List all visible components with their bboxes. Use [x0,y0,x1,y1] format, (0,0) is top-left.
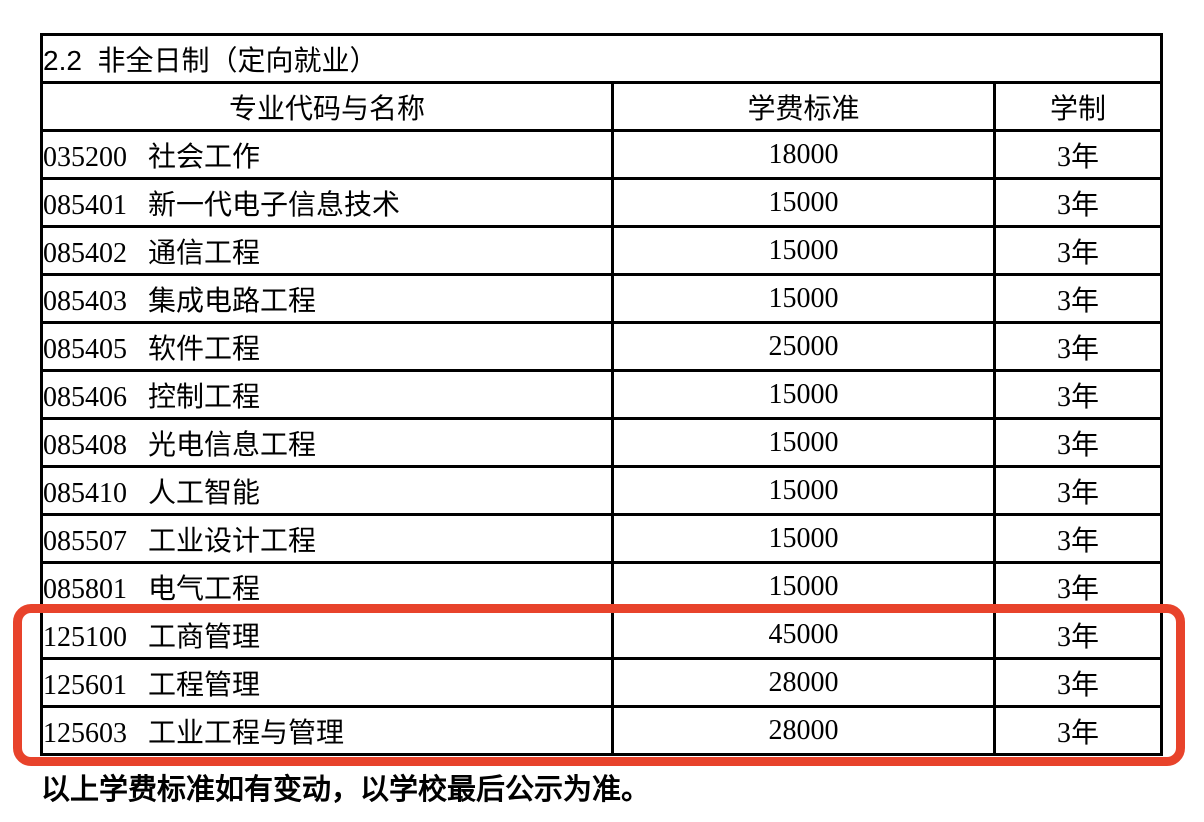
major-code: 085406 [43,381,128,413]
table-row: 085507 工业设计工程 15000 3年 [40,513,1164,564]
major-code: 125603 [43,717,128,749]
section-title: 2.2 非全日制（定向就业） [39,33,1164,84]
table-row: 085408 光电信息工程 15000 3年 [40,417,1164,468]
table-row: 085801 电气工程 15000 3年 [40,561,1164,612]
major-name: 电气工程 [148,573,261,605]
table-row: 035200 社会工作 18000 3年 [40,129,1164,180]
tuition-fee: 18000 [611,129,996,180]
duration: 3年 [992,321,1164,372]
tuition-fee-table: 2.2 非全日制（定向就业） 专业代码与名称 学费标准 学制 035200 社会工… [39,33,1164,756]
tuition-fee: 15000 [611,177,996,228]
header-row: 专业代码与名称 学费标准 学制 [40,81,1164,132]
tuition-fee: 28000 [611,705,996,756]
major-name: 工商管理 [148,621,261,653]
major-name: 工业设计工程 [148,525,317,557]
tuition-fee: 15000 [611,225,996,276]
duration: 3年 [992,417,1164,468]
duration: 3年 [992,225,1164,276]
major-name: 软件工程 [148,333,261,365]
tuition-fee: 45000 [611,609,996,660]
duration: 3年 [992,177,1164,228]
major-name: 工业工程与管理 [148,717,345,749]
table-row: 125100 工商管理 45000 3年 [40,609,1164,660]
table-row: 085403 集成电路工程 15000 3年 [40,273,1164,324]
tuition-fee: 15000 [611,417,996,468]
duration: 3年 [992,369,1164,420]
tuition-fee: 15000 [611,465,996,516]
table-row: 125603 工业工程与管理 28000 3年 [40,705,1164,756]
table-row: 125601 工程管理 28000 3年 [40,657,1164,708]
table-row: 085402 通信工程 15000 3年 [40,225,1164,276]
major-code: 125601 [43,669,128,701]
tuition-fee: 15000 [611,369,996,420]
duration: 3年 [992,465,1164,516]
major-name: 光电信息工程 [148,429,317,461]
section-title-row: 2.2 非全日制（定向就业） [39,33,1164,84]
major-name: 控制工程 [148,381,261,413]
tuition-fee: 25000 [611,321,996,372]
major-code: 085405 [43,333,128,365]
tuition-fee: 15000 [611,273,996,324]
tuition-fee: 15000 [611,561,996,612]
duration: 3年 [992,657,1164,708]
fee-table-body: 2.2 非全日制（定向就业） 专业代码与名称 学费标准 学制 035200 社会工… [39,33,1164,756]
table-row: 085410 人工智能 15000 3年 [40,465,1164,516]
major-name: 通信工程 [148,237,261,269]
major-code: 125100 [43,621,128,653]
table-row: 085401 新一代电子信息技术 15000 3年 [40,177,1164,228]
major-name: 工程管理 [148,669,261,701]
major-name: 新一代电子信息技术 [148,189,401,221]
table-row: 085406 控制工程 15000 3年 [40,369,1164,420]
major-name: 集成电路工程 [148,285,317,317]
tuition-fee: 28000 [611,657,996,708]
column-header-fee: 学费标准 [611,81,996,132]
duration: 3年 [992,561,1164,612]
major-name: 人工智能 [148,477,261,509]
duration: 3年 [992,513,1164,564]
major-code: 085401 [43,189,128,221]
duration: 3年 [992,705,1164,756]
table-row: 085405 软件工程 25000 3年 [40,321,1164,372]
footer-note: 以上学费标准如有变动，以学校最后公示为准。 [41,774,651,806]
duration: 3年 [992,129,1164,180]
column-header-code-name: 专业代码与名称 [40,81,614,132]
duration: 3年 [992,609,1164,660]
duration: 3年 [992,273,1164,324]
major-code: 035200 [43,141,128,173]
major-code: 085410 [43,477,128,509]
major-code: 085507 [43,525,128,557]
major-code: 085402 [43,237,128,269]
major-name: 社会工作 [148,141,261,173]
major-code: 085801 [43,573,128,605]
column-header-years: 学制 [992,81,1164,132]
tuition-fee: 15000 [611,513,996,564]
major-code: 085408 [43,429,128,461]
major-code: 085403 [43,285,128,317]
